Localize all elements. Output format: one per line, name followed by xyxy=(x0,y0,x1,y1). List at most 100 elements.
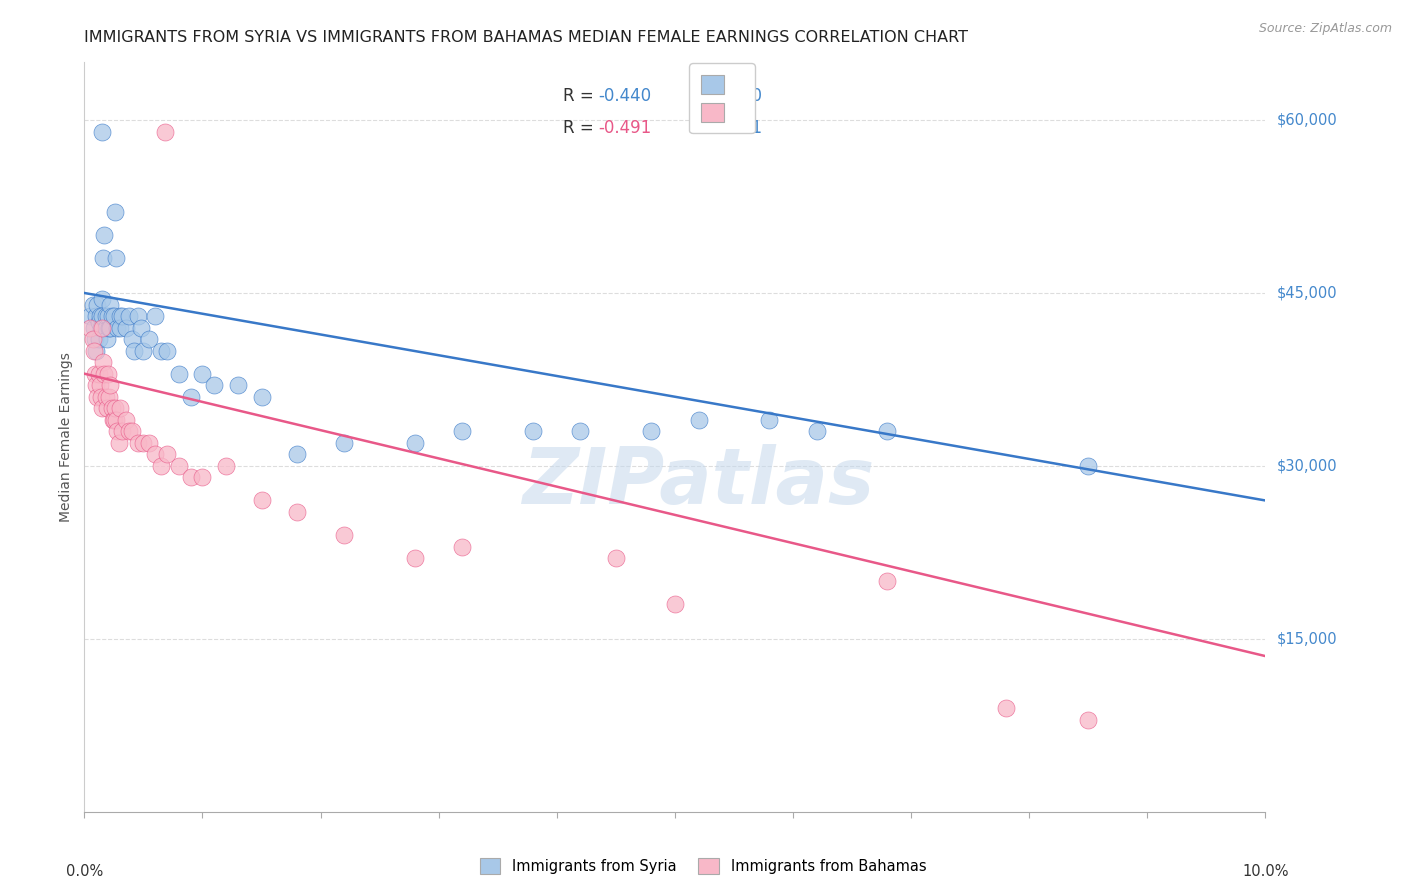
Point xyxy=(143,309,166,323)
Point xyxy=(83,343,105,358)
Text: 0.0%: 0.0% xyxy=(66,864,103,880)
Text: ZIPatlas: ZIPatlas xyxy=(523,444,875,520)
Point xyxy=(118,425,141,439)
Text: N =: N = xyxy=(710,87,747,105)
Point xyxy=(89,309,111,323)
Point xyxy=(103,413,125,427)
Point xyxy=(96,332,118,346)
Point xyxy=(97,309,120,323)
Point xyxy=(143,447,166,461)
Point xyxy=(82,297,104,311)
Point xyxy=(150,458,173,473)
Point xyxy=(129,320,152,334)
Point xyxy=(180,470,202,484)
Point xyxy=(98,320,121,334)
Point xyxy=(167,458,190,473)
Point xyxy=(127,309,149,323)
Point xyxy=(87,332,110,346)
Point xyxy=(156,343,179,358)
Point xyxy=(132,343,155,358)
Point xyxy=(89,378,111,392)
Point xyxy=(215,458,238,473)
Point xyxy=(758,413,780,427)
Point xyxy=(91,309,114,323)
Point xyxy=(114,320,136,334)
Point xyxy=(121,425,143,439)
Point xyxy=(111,309,134,323)
Text: $45,000: $45,000 xyxy=(1277,285,1337,301)
Text: Source: ZipAtlas.com: Source: ZipAtlas.com xyxy=(1258,22,1392,36)
Point xyxy=(250,493,273,508)
Text: IMMIGRANTS FROM SYRIA VS IMMIGRANTS FROM BAHAMAS MEDIAN FEMALE EARNINGS CORRELAT: IMMIGRANTS FROM SYRIA VS IMMIGRANTS FROM… xyxy=(84,29,969,45)
Point xyxy=(333,435,356,450)
Point xyxy=(333,528,356,542)
Point xyxy=(1077,713,1099,727)
Point xyxy=(180,390,202,404)
Point xyxy=(84,332,107,346)
Point xyxy=(404,435,426,450)
Point xyxy=(226,378,249,392)
Point xyxy=(98,320,121,334)
Point xyxy=(104,401,127,416)
Point xyxy=(91,355,114,369)
Point xyxy=(191,367,214,381)
Point xyxy=(107,435,129,450)
Point xyxy=(451,425,474,439)
Point xyxy=(404,551,426,566)
Point xyxy=(82,332,104,346)
Point xyxy=(105,413,128,427)
Point xyxy=(98,297,121,311)
Point xyxy=(84,343,107,358)
Text: $60,000: $60,000 xyxy=(1277,112,1337,128)
Point xyxy=(98,390,121,404)
Point xyxy=(605,551,627,566)
Point xyxy=(90,390,112,404)
Text: 10.0%: 10.0% xyxy=(1241,864,1289,880)
Point xyxy=(108,309,131,323)
Point xyxy=(87,367,110,381)
Point xyxy=(84,367,107,381)
Point xyxy=(156,447,179,461)
Point xyxy=(121,332,143,346)
Point xyxy=(93,228,115,243)
Point xyxy=(806,425,828,439)
Point xyxy=(91,401,114,416)
Point xyxy=(451,540,474,554)
Point xyxy=(107,320,129,334)
Text: $15,000: $15,000 xyxy=(1277,632,1337,647)
Point xyxy=(191,470,214,484)
Point xyxy=(94,320,117,334)
Point xyxy=(107,425,129,439)
Point xyxy=(127,435,149,450)
Point xyxy=(114,413,136,427)
Point xyxy=(93,367,115,381)
Point xyxy=(108,401,131,416)
Point xyxy=(250,390,273,404)
Text: N =: N = xyxy=(710,120,747,137)
Point xyxy=(97,367,120,381)
Point xyxy=(86,390,108,404)
Point xyxy=(83,320,105,334)
Point xyxy=(91,252,114,266)
Point xyxy=(100,309,122,323)
Point xyxy=(569,425,592,439)
Point xyxy=(87,315,110,329)
Point xyxy=(86,297,108,311)
Text: $30,000: $30,000 xyxy=(1277,458,1337,474)
Point xyxy=(153,125,176,139)
Point xyxy=(994,701,1017,715)
Point xyxy=(1077,458,1099,473)
Point xyxy=(167,367,190,381)
Point xyxy=(104,205,127,219)
Point xyxy=(640,425,662,439)
Point xyxy=(522,425,544,439)
Point xyxy=(91,292,114,306)
Point xyxy=(122,343,145,358)
Point xyxy=(101,413,124,427)
Point xyxy=(84,309,107,323)
Point xyxy=(79,309,101,323)
Point xyxy=(150,343,173,358)
Point xyxy=(876,574,898,589)
Point xyxy=(285,505,308,519)
Text: 51: 51 xyxy=(742,120,763,137)
